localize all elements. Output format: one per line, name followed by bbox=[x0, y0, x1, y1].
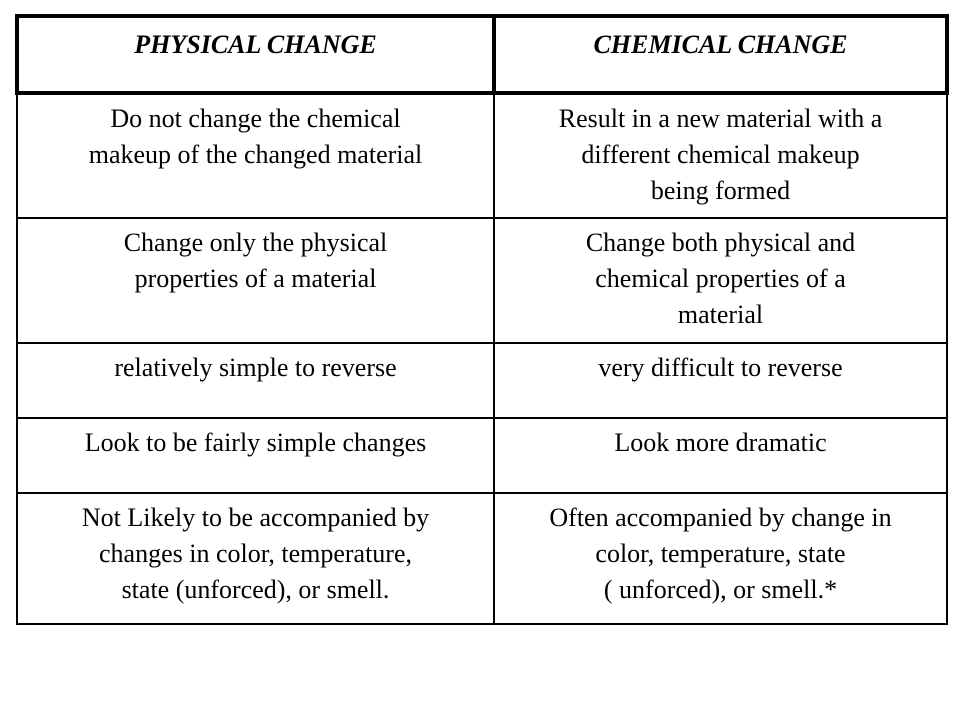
table-row: relatively simple to reverse very diffic… bbox=[16, 342, 948, 419]
chemical-cell: very difficult to reverse bbox=[493, 342, 948, 419]
physical-cell: Not Likely to be accompanied by changes … bbox=[16, 492, 495, 625]
chemical-cell: Result in a new material with a differen… bbox=[493, 92, 948, 219]
table-row: Not Likely to be accompanied by changes … bbox=[16, 492, 948, 625]
physical-cell: Do not change the chemical makeup of the… bbox=[16, 92, 495, 219]
table-row: Change only the physical properties of a… bbox=[16, 217, 948, 344]
chemical-cell: Change both physical and chemical proper… bbox=[493, 217, 948, 344]
physical-cell: Look to be fairly simple changes bbox=[16, 417, 495, 494]
chemical-cell: Often accompanied by change in color, te… bbox=[493, 492, 948, 625]
header-row: PHYSICAL CHANGE CHEMICAL CHANGE bbox=[15, 14, 949, 95]
header-chemical-change: CHEMICAL CHANGE bbox=[492, 14, 949, 95]
table-row: Look to be fairly simple changes Look mo… bbox=[16, 417, 948, 494]
chemical-cell: Look more dramatic bbox=[493, 417, 948, 494]
table-row: Do not change the chemical makeup of the… bbox=[16, 92, 948, 219]
header-physical-change: PHYSICAL CHANGE bbox=[15, 14, 496, 95]
comparison-table: PHYSICAL CHANGE CHEMICAL CHANGE Do not c… bbox=[15, 14, 949, 625]
physical-cell: relatively simple to reverse bbox=[16, 342, 495, 419]
physical-cell: Change only the physical properties of a… bbox=[16, 217, 495, 344]
